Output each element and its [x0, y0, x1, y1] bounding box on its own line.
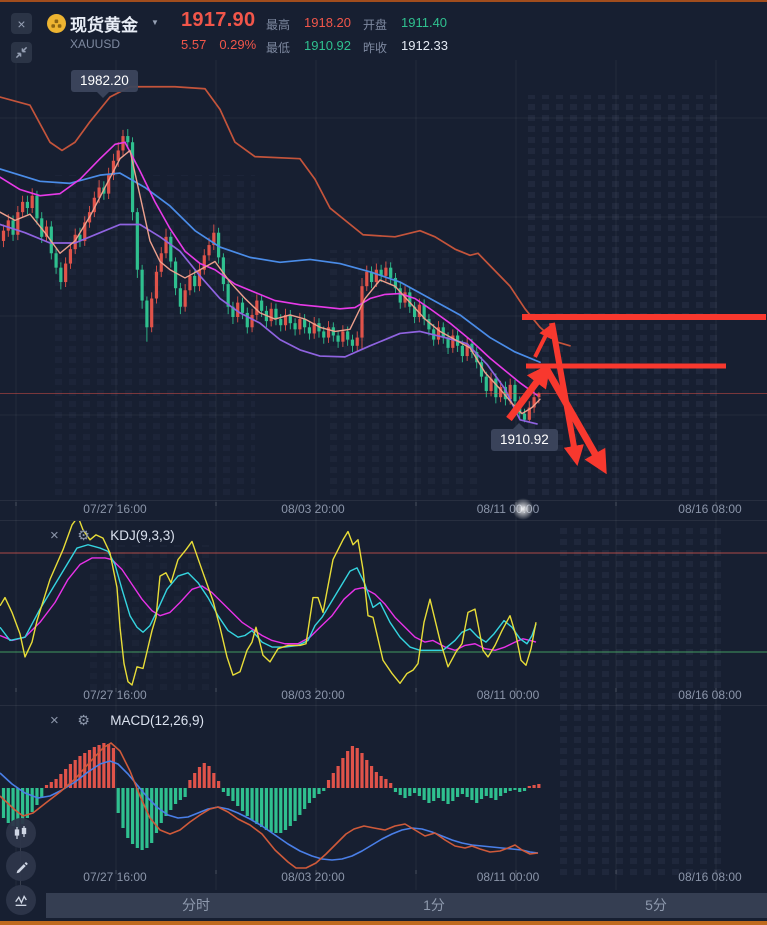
stat-low-value: 1910.92 — [304, 38, 351, 53]
macd-settings-icon[interactable]: ⚙ — [77, 712, 90, 728]
symbol-code: XAUUSD — [70, 37, 121, 51]
kdj-k-line — [0, 544, 537, 652]
indicator-button[interactable] — [6, 885, 36, 915]
bottom-accent-border — [0, 921, 767, 925]
draw-tool-button[interactable] — [6, 851, 36, 881]
kdj-d-line — [0, 557, 537, 652]
stat-high-value: 1918.20 — [304, 15, 351, 30]
time-axis-label: 08/16 08:00 — [678, 870, 742, 884]
macd-dif-line — [0, 742, 539, 869]
kdj-series — [0, 521, 767, 686]
macd-label: MACD(12,26,9) — [110, 713, 205, 728]
close-button[interactable]: × — [11, 13, 32, 34]
collapse-button[interactable] — [11, 42, 32, 63]
kdj-settings-icon[interactable]: ⚙ — [77, 527, 90, 543]
macd-dea-line — [0, 760, 539, 861]
high-price-tooltip: 1982.20 — [71, 70, 138, 98]
macd-header: × ⚙ MACD(12,26,9) — [50, 711, 204, 730]
bollinger-and-ma-overlays — [0, 85, 571, 425]
stat-low-label: 最低 — [266, 41, 291, 55]
candlestick-icon — [14, 826, 27, 839]
time-axis-label: 08/16 08:00 — [678, 688, 742, 702]
low-price-tooltip: 1910.92 — [491, 423, 558, 451]
macd-close-icon[interactable]: × — [50, 712, 59, 729]
stat-open-label: 开盘 — [363, 18, 388, 32]
stat-high-label: 最高 — [266, 18, 291, 32]
time-axis-label: 07/27 16:00 — [83, 688, 147, 702]
chart-type-button[interactable] — [6, 818, 36, 848]
candlestick-series — [1, 129, 541, 423]
last-price: 1917.90 — [181, 9, 256, 31]
close-icon: × — [17, 15, 26, 32]
trend-arrow[interactable] — [506, 363, 551, 422]
time-axis-label: 08/11 00:00 — [476, 870, 540, 884]
building-watermark — [90, 545, 210, 695]
change-percent: 0.29% — [219, 37, 257, 52]
pencil-icon — [16, 861, 28, 873]
grid-lines — [0, 60, 767, 890]
tab-1min[interactable]: 1分 — [423, 897, 445, 913]
kdj-close-icon[interactable]: × — [50, 527, 59, 544]
symbol-name[interactable]: 现货黄金 — [70, 16, 138, 35]
change-value: 5.57 — [181, 37, 207, 52]
panel-divider-kdj[interactable] — [0, 520, 767, 521]
time-axis-label: 08/03 20:00 — [281, 688, 345, 702]
kdj-j-line — [0, 521, 537, 686]
time-axis-label: 07/27 16:00 — [83, 870, 147, 884]
macd-series — [0, 742, 541, 869]
axis-highlight-dot — [512, 498, 534, 520]
stat-open-value: 1911.40 — [401, 15, 448, 30]
tab-5min[interactable]: 5分 — [645, 897, 667, 913]
time-axis-label: 08/03 20:00 — [281, 870, 345, 884]
gold-coin-icon — [47, 14, 66, 33]
stat-prev-close-value: 1912.33 — [401, 38, 448, 53]
ma_magenta-line — [0, 141, 538, 396]
tab-timeshare[interactable]: 分时 — [182, 897, 210, 913]
time-axis-label: 08/16 08:00 — [678, 502, 742, 516]
building-watermark — [560, 525, 725, 880]
trend-arrow[interactable] — [549, 322, 584, 467]
collapse-arrows-icon — [15, 46, 28, 59]
line-chart-icon — [15, 895, 27, 906]
time-axis-label: 07/27 16:00 — [83, 502, 147, 516]
time-axis-label: 08/03 20:00 — [281, 502, 345, 516]
building-watermark — [55, 175, 255, 500]
trend-arrow[interactable] — [542, 366, 607, 475]
ma_salmon-line — [0, 149, 541, 415]
panel-divider — [0, 500, 767, 501]
timeframe-tab-bar: 分时 1分 5分 — [46, 893, 767, 918]
upper_band-line — [0, 85, 571, 347]
trend-arrow[interactable] — [533, 324, 552, 358]
top-accent-border — [0, 0, 767, 2]
price-change-row: 5.57 0.29% — [181, 37, 256, 52]
trend-annotations — [506, 314, 766, 475]
time-axis-label: 08/11 00:00 — [476, 688, 540, 702]
middle_band-line — [0, 168, 541, 364]
stat-prev-close-label: 昨收 — [363, 41, 388, 55]
panel-divider-macd[interactable] — [0, 705, 767, 706]
building-watermark — [528, 95, 718, 500]
chevron-down-icon[interactable]: ▼ — [151, 18, 159, 27]
kdj-header: × ⚙ KDJ(9,3,3) — [50, 526, 175, 545]
lower_band-line — [0, 223, 538, 425]
kdj-label: KDJ(9,3,3) — [110, 528, 175, 543]
